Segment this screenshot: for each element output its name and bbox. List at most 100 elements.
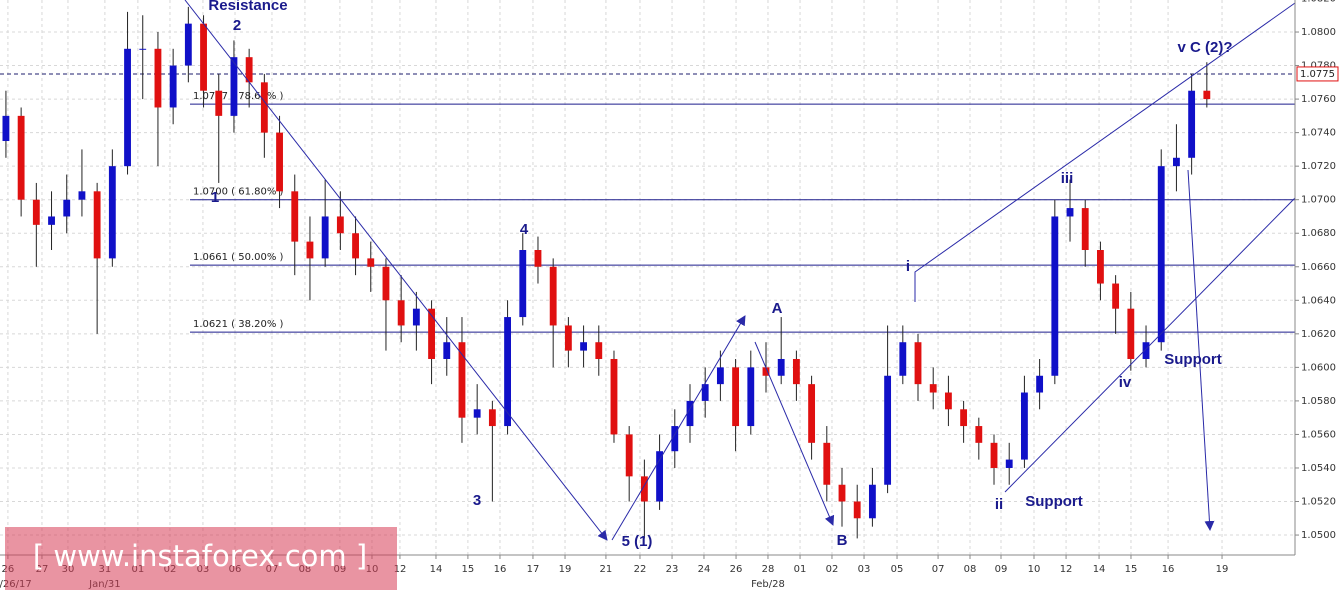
candle-body: [1097, 250, 1104, 284]
candle-body: [321, 216, 329, 259]
annotation: 5 (1): [622, 533, 653, 550]
candle-body: [884, 375, 892, 485]
x-tick-label: 12: [394, 564, 407, 575]
candle-body: [63, 199, 71, 217]
candle-body: [260, 82, 268, 133]
y-tick-label: 1.0620: [1301, 329, 1336, 340]
x-tick-label: 12: [1060, 564, 1073, 575]
y-tick-label: 1.0560: [1301, 429, 1336, 440]
fib-levels: 1.0757 ( 78.60% ) 1.0700 ( 61.80% ) 1.0661…: [0, 73, 1295, 333]
y-tick-label: 1.0820: [1301, 0, 1336, 4]
candle-body: [808, 384, 816, 443]
current-price-box: [1296, 66, 1339, 82]
x-tick-label: 07: [932, 564, 945, 575]
candle-body: [686, 400, 694, 427]
date-label: Feb/28: [751, 579, 785, 590]
candle-body: [367, 258, 375, 267]
candle-body: [108, 166, 116, 259]
candle-body: [1203, 90, 1211, 100]
x-tick-label: 17: [527, 564, 540, 575]
candle-body: [1142, 342, 1150, 359]
candle-body: [428, 308, 435, 359]
candle-body: [1127, 308, 1135, 359]
candle-body: [291, 191, 299, 242]
annotation: v C (2)?: [1177, 39, 1232, 56]
candle-body: [853, 501, 861, 519]
candle-body: [397, 300, 405, 326]
candle-body: [139, 48, 147, 50]
annotation: iii: [1061, 170, 1074, 187]
fib-label: 1.0757 ( 78.60% ): [193, 91, 284, 102]
x-tick-label: 15: [1125, 564, 1138, 575]
trend-line: [184, 0, 608, 541]
candle-body: [625, 434, 633, 477]
y-tick-label: 1.0520: [1301, 497, 1336, 508]
candle-body: [1112, 283, 1120, 309]
candle-body: [564, 325, 572, 351]
y-tick-label: 1.0680: [1301, 228, 1336, 239]
candle-body: [762, 367, 770, 376]
candle-body: [899, 342, 907, 376]
annotations: Resistance 2 1 4 3 5 (1) A B i ii iii iv…: [208, 0, 1232, 550]
x-tick-label: 01: [794, 564, 807, 575]
candle-body: [1036, 375, 1044, 393]
candle-body: [1157, 166, 1165, 343]
annotation: i: [906, 258, 910, 275]
candle-body: [1081, 208, 1089, 251]
fib-label: 1.0661 ( 50.00% ): [193, 252, 284, 263]
candle-body: [732, 367, 740, 427]
y-tick-label: 1.0740: [1301, 128, 1336, 139]
candle-body: [200, 23, 207, 91]
x-tick-label: 24: [698, 564, 711, 575]
x-tick-label: 10: [1028, 564, 1041, 575]
y-tick-label: 1.0600: [1301, 362, 1336, 373]
annotation: A: [772, 300, 783, 317]
candle-body: [914, 342, 922, 385]
annotation: Resistance: [208, 0, 287, 14]
current-price-label: 1.0775: [1300, 69, 1335, 80]
x-tick-label: 16: [1162, 564, 1175, 575]
x-tick-label: 19: [559, 564, 572, 575]
candle-body: [534, 250, 542, 267]
candle-body: [276, 132, 283, 192]
y-tick-label: 1.0640: [1301, 295, 1336, 306]
y-tick-label: 1.0540: [1301, 463, 1336, 474]
candle-body: [215, 90, 223, 116]
x-tick-label: 14: [1093, 564, 1106, 575]
watermark-bg: [5, 527, 397, 590]
candle-body: [184, 23, 192, 66]
watermark-box: [ www.instaforex.com ]: [5, 527, 397, 590]
candle-body: [1051, 216, 1059, 376]
annotation: 1: [211, 189, 219, 206]
y-tick-label: 1.0720: [1301, 161, 1336, 172]
candle-body: [960, 409, 968, 427]
candle-body: [154, 48, 162, 108]
candle-body: [1005, 459, 1013, 468]
candle-body: [701, 384, 709, 401]
candle-body: [929, 384, 937, 393]
candle-body: [990, 442, 998, 468]
candle-body: [595, 342, 603, 359]
x-tick-label: 08: [964, 564, 977, 575]
annotation: 4: [520, 221, 529, 238]
candle-body: [17, 115, 25, 200]
annotation: Support: [1025, 493, 1083, 510]
candle-body: [124, 48, 131, 167]
candle-body: [458, 342, 466, 418]
candle-body: [382, 266, 390, 301]
x-tick-label: 21: [600, 564, 613, 575]
y-tick-label: 1.0800: [1301, 27, 1336, 38]
candle-body: [230, 57, 238, 116]
candle-body: [838, 484, 846, 502]
x-tick-label: 19: [1216, 564, 1229, 575]
x-tick-label: 03: [858, 564, 871, 575]
y-tick-label: 1.0760: [1301, 94, 1336, 105]
candle-body: [78, 191, 86, 200]
watermark: [ www.instaforex.com ]: [33, 539, 367, 573]
x-tick-label: 16: [494, 564, 507, 575]
x-tick-label: 28: [762, 564, 775, 575]
fib-label: 1.0621 ( 38.20% ): [193, 319, 284, 330]
x-tick-label: 05: [891, 564, 904, 575]
annotation: ii: [995, 496, 1003, 513]
grid: [0, 0, 1295, 555]
